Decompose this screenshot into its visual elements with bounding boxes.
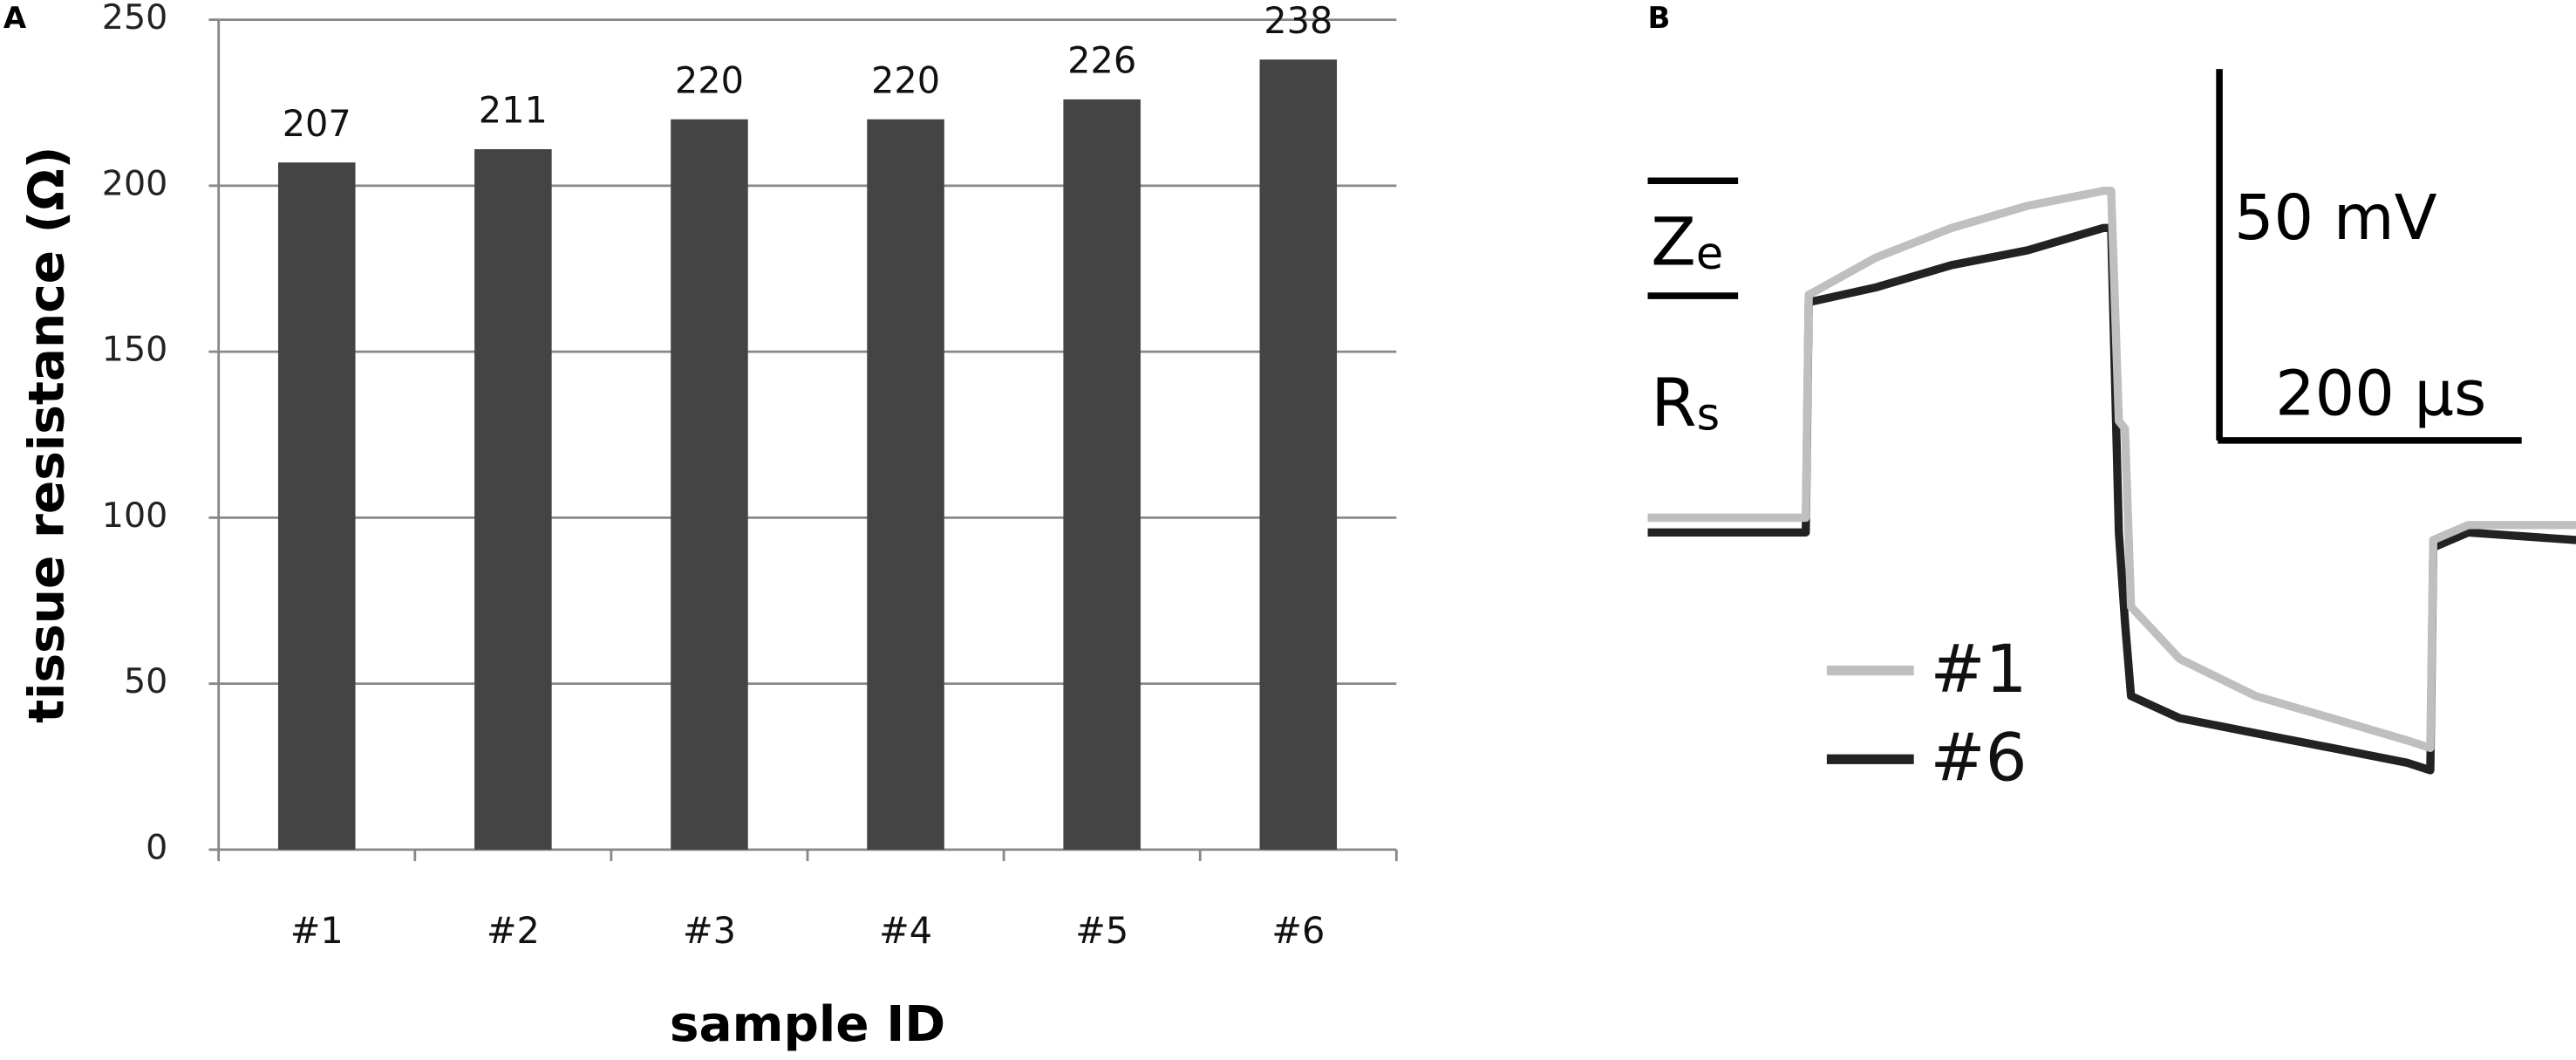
value-label: 207 bbox=[283, 103, 351, 145]
y-tick-label: 200 bbox=[102, 163, 167, 203]
scale-bar-label: 200 µs bbox=[2275, 357, 2486, 429]
x-tick-label: #6 bbox=[1271, 910, 1325, 952]
y-tick-label: 150 bbox=[102, 330, 167, 370]
annotation-sub: e bbox=[1696, 228, 1723, 279]
value-label: 220 bbox=[675, 59, 744, 101]
y-tick-label: 100 bbox=[102, 496, 167, 536]
bar bbox=[1063, 99, 1141, 850]
trace bbox=[1647, 223, 2576, 775]
annotation-sub: s bbox=[1697, 388, 1721, 440]
bar bbox=[277, 162, 356, 850]
panel-label: B bbox=[1648, 1, 1671, 35]
x-tick-label: #4 bbox=[879, 910, 932, 952]
scale-bar-label: 50 mV bbox=[2234, 181, 2437, 254]
y-axis-title: tissue resistance (Ω) bbox=[18, 147, 75, 723]
y-tick-label: 50 bbox=[124, 661, 167, 701]
x-tick-label: #1 bbox=[290, 910, 344, 952]
bar bbox=[1259, 59, 1338, 850]
x-tick-label: #5 bbox=[1075, 910, 1128, 952]
panel-label: A bbox=[3, 1, 27, 35]
legend-label: #6 bbox=[1931, 720, 2027, 797]
value-label: 238 bbox=[1264, 0, 1332, 42]
annotation: Ze bbox=[1651, 203, 1723, 280]
bar bbox=[867, 119, 944, 850]
x-tick-label: #2 bbox=[487, 910, 540, 952]
legend-label: #1 bbox=[1931, 631, 2027, 708]
bar bbox=[474, 149, 552, 850]
annotation-main: R bbox=[1651, 365, 1696, 441]
x-tick-label: #3 bbox=[683, 910, 736, 952]
y-tick-label: 0 bbox=[146, 827, 167, 867]
value-label: 220 bbox=[871, 59, 940, 101]
x-axis-title: sample ID bbox=[670, 996, 945, 1053]
y-tick-label: 250 bbox=[102, 0, 167, 38]
annotation-main: Z bbox=[1651, 203, 1696, 280]
bar bbox=[671, 119, 748, 850]
value-label: 211 bbox=[479, 90, 548, 132]
value-label: 226 bbox=[1067, 39, 1136, 81]
trace bbox=[1647, 186, 2576, 752]
annotation: Rs bbox=[1651, 365, 1720, 441]
